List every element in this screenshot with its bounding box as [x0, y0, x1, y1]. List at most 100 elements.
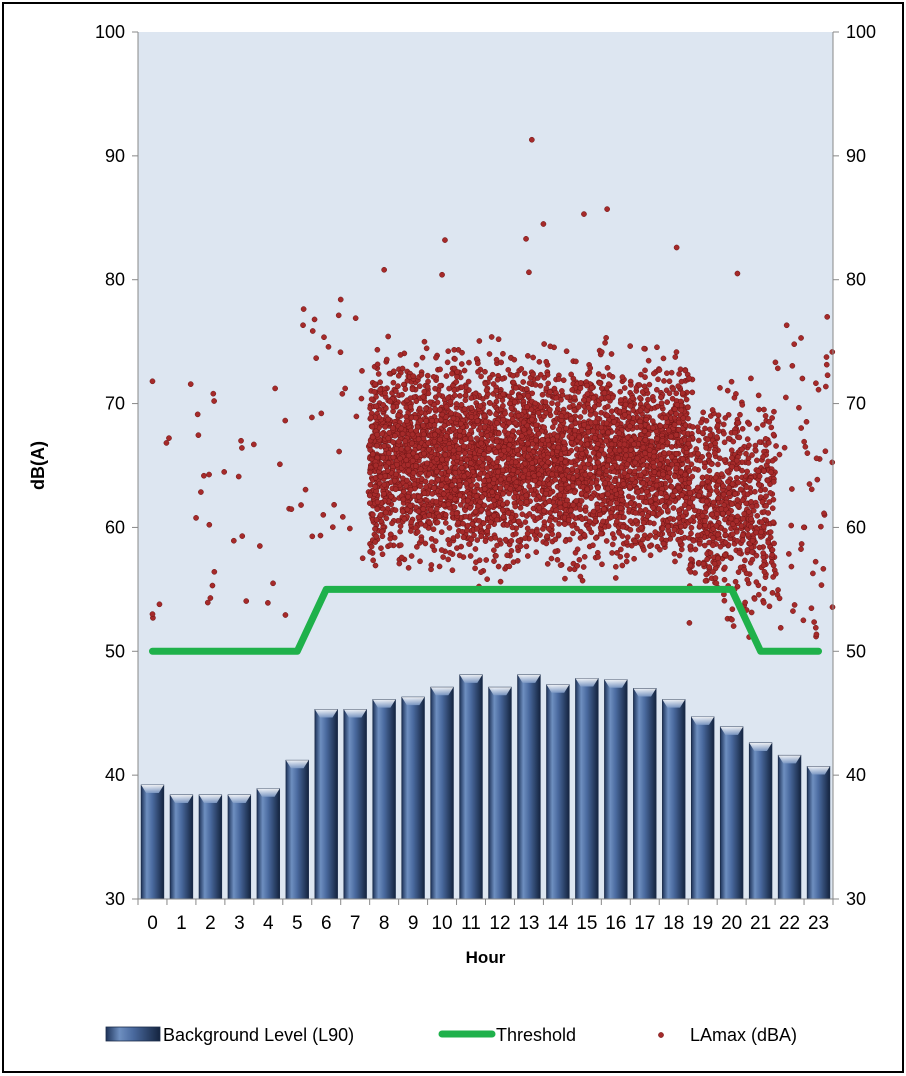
- scatter-point: [518, 433, 525, 439]
- scatter-point: [460, 443, 467, 450]
- scatter-point: [729, 481, 736, 487]
- scatter-point: [733, 518, 740, 525]
- scatter-point: [446, 385, 452, 392]
- scatter-point: [720, 421, 727, 428]
- scatter-point: [522, 519, 529, 525]
- scatter-point: [166, 435, 172, 441]
- scatter-point: [589, 479, 595, 486]
- scatter-point: [664, 458, 671, 465]
- scatter-point: [418, 520, 424, 527]
- scatter-point: [654, 344, 660, 351]
- scatter-point: [522, 467, 529, 474]
- scatter-point: [571, 407, 578, 413]
- bar-bevel: [575, 678, 599, 687]
- scatter-point: [762, 413, 769, 419]
- scatter-point: [678, 523, 684, 530]
- scatter-point: [517, 543, 524, 550]
- scatter-point: [683, 396, 690, 403]
- scatter-point: [508, 514, 515, 521]
- scatter-point: [685, 485, 692, 491]
- scatter-point: [429, 417, 435, 424]
- scatter-point: [651, 469, 658, 476]
- scatter-point: [428, 562, 435, 568]
- scatter-point: [656, 367, 663, 373]
- scatter-point: [605, 381, 612, 387]
- scatter-point: [692, 570, 698, 576]
- scatter-point: [505, 510, 512, 516]
- scatter-point: [374, 361, 381, 368]
- scatter-point: [686, 375, 693, 382]
- scatter-point: [763, 493, 769, 500]
- scatter-point: [669, 461, 676, 468]
- scatter-point: [415, 493, 422, 500]
- scatter-point: [557, 504, 564, 511]
- bar-body: [806, 766, 831, 900]
- scatter-point: [671, 526, 678, 533]
- scatter-point: [387, 531, 394, 538]
- scatter-point: [447, 494, 454, 501]
- scatter-point: [564, 467, 571, 474]
- scatter-point: [769, 415, 775, 421]
- scatter-point: [570, 502, 577, 508]
- scatter-point: [373, 403, 380, 410]
- scatter-point: [722, 516, 728, 523]
- scatter-point: [706, 491, 713, 498]
- bar-body: [314, 709, 338, 900]
- scatter-point: [492, 534, 499, 541]
- scatter-point: [624, 461, 631, 468]
- scatter-point: [359, 368, 365, 374]
- scatter-point: [418, 371, 425, 378]
- scatter-point: [695, 559, 702, 566]
- bar: [285, 759, 309, 900]
- scatter-point: [570, 530, 576, 537]
- scatter-point: [599, 561, 605, 568]
- scatter-point: [506, 490, 512, 497]
- scatter-point: [391, 534, 398, 541]
- scatter-point: [522, 535, 529, 541]
- scatter-point: [514, 447, 520, 454]
- scatter-point: [614, 518, 620, 525]
- scatter-point: [461, 367, 468, 374]
- scatter-point: [606, 372, 613, 378]
- bar: [604, 679, 628, 900]
- scatter-point: [581, 408, 588, 415]
- scatter-point: [756, 473, 763, 480]
- scatter-point: [377, 512, 384, 518]
- scatter-point: [500, 513, 507, 520]
- scatter-point: [749, 452, 755, 458]
- bar-body: [372, 699, 396, 900]
- scatter-point: [405, 467, 412, 474]
- scatter-point: [462, 436, 469, 442]
- scatter-point: [309, 533, 316, 540]
- scatter-point: [450, 447, 457, 454]
- scatter-point: [688, 461, 695, 468]
- scatter-point: [640, 444, 647, 451]
- scatter-point: [557, 500, 563, 506]
- scatter-point: [653, 482, 660, 489]
- scatter-point: [692, 546, 699, 553]
- scatter-point: [436, 406, 443, 413]
- scatter-point: [413, 427, 420, 434]
- scatter-point: [484, 528, 491, 534]
- scatter-point: [403, 457, 410, 463]
- scatter-point: [647, 498, 654, 505]
- scatter-point: [432, 538, 439, 544]
- scatter-point: [408, 519, 415, 525]
- scatter-point: [629, 476, 636, 482]
- scatter-point: [421, 490, 428, 497]
- scatter-point: [544, 454, 551, 461]
- scatter-point: [436, 391, 442, 398]
- scatter-point: [768, 469, 774, 476]
- scatter-point: [728, 447, 735, 454]
- scatter-point: [415, 514, 422, 521]
- scatter-point: [577, 464, 583, 470]
- scatter-point: [576, 434, 583, 441]
- scatter-point: [748, 516, 754, 522]
- scatter-point: [379, 430, 385, 437]
- bar: [575, 678, 599, 900]
- scatter-point: [577, 573, 584, 580]
- scatter-point: [577, 385, 584, 392]
- scatter-point: [605, 394, 612, 401]
- scatter-point: [631, 468, 638, 475]
